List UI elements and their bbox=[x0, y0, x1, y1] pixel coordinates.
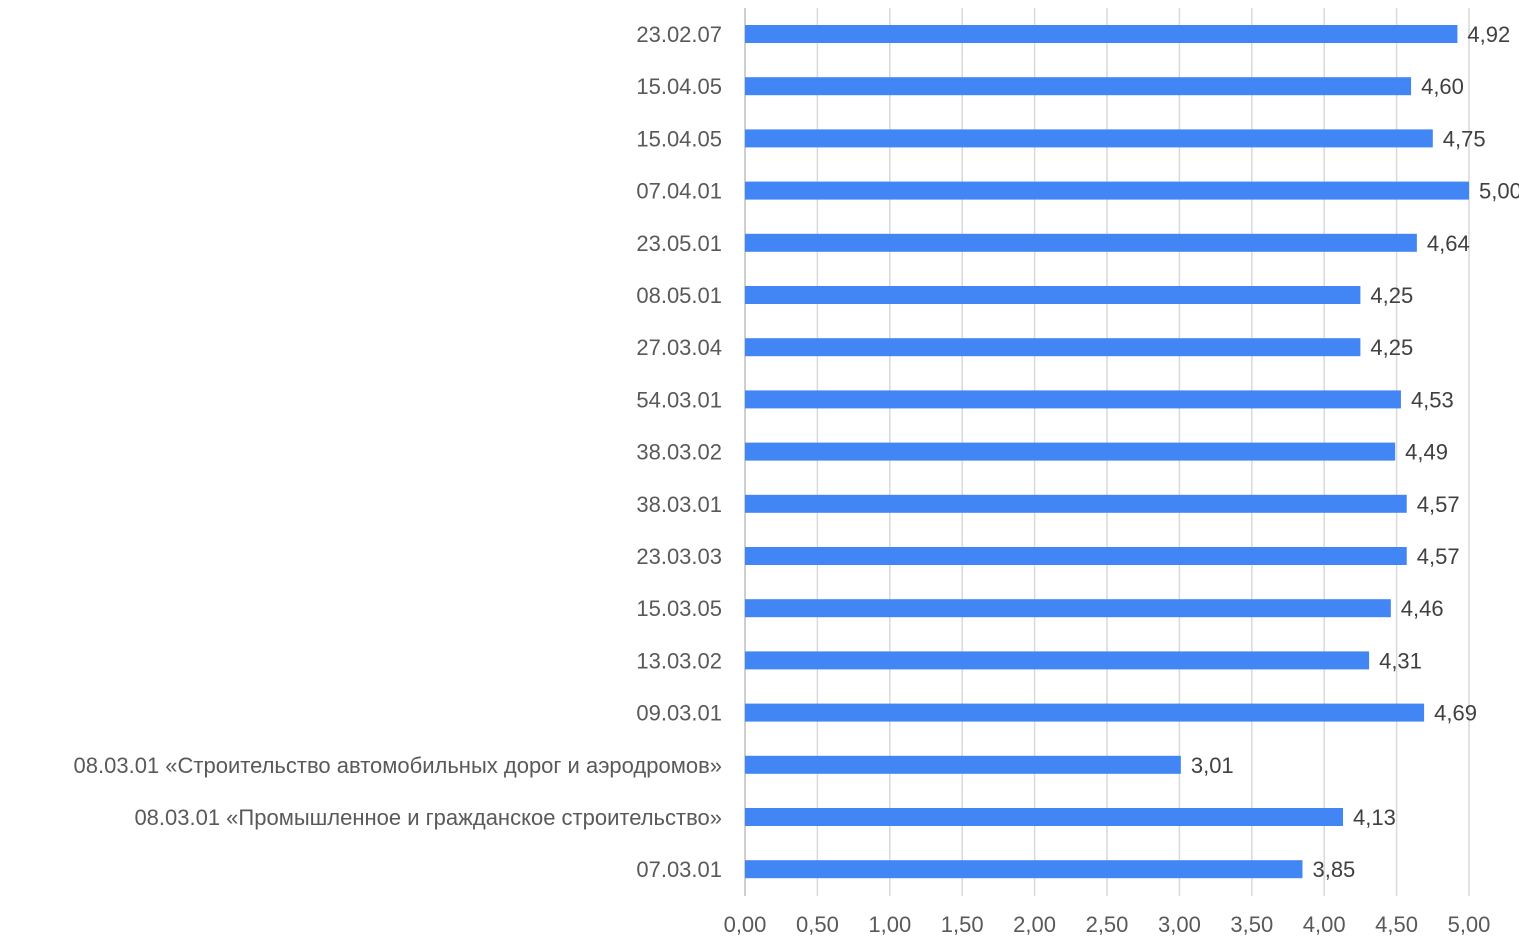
bars bbox=[745, 25, 1469, 879]
category-label: 08.03.01 «Строительство автомобильных до… bbox=[74, 753, 722, 778]
data-label: 4,60 bbox=[1421, 74, 1464, 99]
x-axis-tick-labels: 0,00 0,50 1,00 1,50 2,00 2,50 3,00 3,50 4,00 4,50… bbox=[724, 912, 1491, 937]
data-label: 4,69 bbox=[1434, 701, 1477, 726]
category-label: 15.04.05 bbox=[636, 126, 722, 151]
category-labels: 23.02.07 15.04.05 15.04.05 07.04.01 23.05.01… bbox=[74, 22, 722, 882]
category-label: 23.03.03 bbox=[636, 544, 722, 569]
category-label: 15.04.05 bbox=[636, 74, 722, 99]
category-label: 08.03.01 «Промышленное и гражданское стр… bbox=[134, 805, 722, 830]
bar bbox=[745, 703, 1425, 722]
data-label: 4,92 bbox=[1467, 22, 1510, 47]
data-label: 4,64 bbox=[1427, 231, 1470, 256]
bar bbox=[745, 129, 1433, 148]
x-tick-label: 5,00 bbox=[1448, 912, 1491, 937]
bar bbox=[745, 755, 1181, 774]
category-label: 27.03.04 bbox=[636, 335, 722, 360]
bar bbox=[745, 286, 1361, 304]
data-label: 5,00 bbox=[1479, 179, 1519, 204]
category-label: 38.03.02 bbox=[636, 440, 722, 465]
bar bbox=[745, 494, 1407, 513]
bar bbox=[745, 808, 1344, 826]
data-label: 4,46 bbox=[1401, 596, 1444, 621]
category-label: 13.03.02 bbox=[636, 648, 722, 673]
data-label: 4,25 bbox=[1370, 335, 1413, 360]
x-tick-label: 2,00 bbox=[1013, 912, 1056, 937]
data-label: 3,85 bbox=[1312, 857, 1355, 882]
bar bbox=[745, 390, 1401, 409]
bar bbox=[745, 860, 1303, 879]
data-label: 4,25 bbox=[1370, 283, 1413, 308]
x-tick-label: 0,00 bbox=[724, 912, 767, 937]
bar bbox=[745, 181, 1469, 200]
data-label: 3,01 bbox=[1191, 753, 1234, 778]
data-label: 4,31 bbox=[1379, 648, 1422, 673]
x-tick-label: 1,50 bbox=[941, 912, 984, 937]
category-label: 23.05.01 bbox=[636, 231, 722, 256]
category-label: 54.03.01 bbox=[636, 387, 722, 412]
category-label: 08.05.01 bbox=[636, 283, 722, 308]
bar bbox=[745, 599, 1391, 618]
category-label: 15.03.05 bbox=[636, 596, 722, 621]
data-label: 4,53 bbox=[1411, 387, 1454, 412]
data-label: 4,75 bbox=[1443, 126, 1486, 151]
x-tick-label: 4,50 bbox=[1375, 912, 1418, 937]
data-label: 4,57 bbox=[1417, 544, 1460, 569]
x-tick-label: 1,00 bbox=[868, 912, 911, 937]
bar bbox=[745, 233, 1417, 252]
x-tick-label: 3,50 bbox=[1230, 912, 1273, 937]
bar bbox=[745, 442, 1396, 461]
data-label: 4,49 bbox=[1405, 440, 1448, 465]
x-tick-label: 2,50 bbox=[1086, 912, 1129, 937]
x-tick-label: 3,00 bbox=[1158, 912, 1201, 937]
category-label: 07.03.01 bbox=[636, 857, 722, 882]
bar bbox=[745, 338, 1361, 357]
x-tick-label: 0,50 bbox=[796, 912, 839, 937]
bar bbox=[745, 651, 1370, 670]
category-label: 07.04.01 bbox=[636, 179, 722, 204]
x-tick-label: 4,00 bbox=[1303, 912, 1346, 937]
bar bbox=[745, 77, 1412, 96]
bar bbox=[745, 25, 1458, 43]
data-label: 4,13 bbox=[1353, 805, 1396, 830]
value-labels: 4,92 4,60 4,75 5,00 4,64 4,25 4,25 4,53 4,49 4,57… bbox=[1191, 22, 1519, 882]
data-label: 4,57 bbox=[1417, 492, 1460, 517]
category-label: 23.02.07 bbox=[636, 22, 722, 47]
category-label: 09.03.01 bbox=[636, 701, 722, 726]
category-label: 38.03.01 bbox=[636, 492, 722, 517]
bar bbox=[745, 547, 1407, 565]
